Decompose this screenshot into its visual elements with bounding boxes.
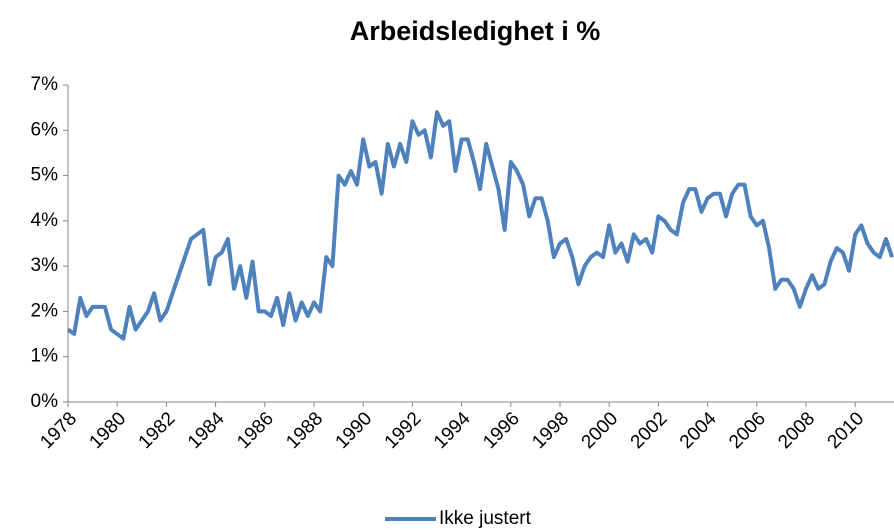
y-tick-label: 2%	[31, 300, 59, 321]
x-tick-label: 2010	[824, 408, 869, 453]
x-tick-label: 1980	[86, 408, 131, 453]
x-tick-label: 2000	[578, 408, 623, 453]
x-tick-label: 2004	[676, 408, 721, 453]
y-tick-label: 5%	[31, 165, 59, 186]
x-tick-label: 1996	[479, 408, 524, 453]
x-tick-label: 1988	[282, 408, 327, 453]
y-tick-label: 4%	[31, 210, 59, 231]
x-tick-label: 1986	[233, 408, 278, 453]
line	[66, 110, 894, 341]
y-tick-label: 0%	[31, 391, 59, 412]
x-tick-label: 1992	[381, 408, 426, 453]
x-tick-label: 1990	[332, 408, 377, 453]
x-tick-label: 1982	[135, 408, 180, 453]
x-tick-label: 2008	[774, 408, 819, 453]
x-tick-label: 1994	[430, 408, 475, 453]
x-tick-label: 1998	[528, 408, 573, 453]
chart-title: Arbeidsledighet i %	[350, 16, 601, 46]
x-tick-label: 2006	[725, 408, 770, 453]
y-tick-label: 7%	[31, 74, 59, 95]
x-tick-label: 1984	[184, 408, 229, 453]
legend-label: Ikke justert	[439, 508, 532, 529]
x-tick-label: 2002	[627, 408, 672, 453]
y-tick-label: 1%	[31, 346, 59, 367]
y-tick-label: 6%	[31, 119, 59, 140]
x-tick-label: 1978	[36, 408, 81, 453]
y-tick-label: 3%	[31, 255, 59, 276]
